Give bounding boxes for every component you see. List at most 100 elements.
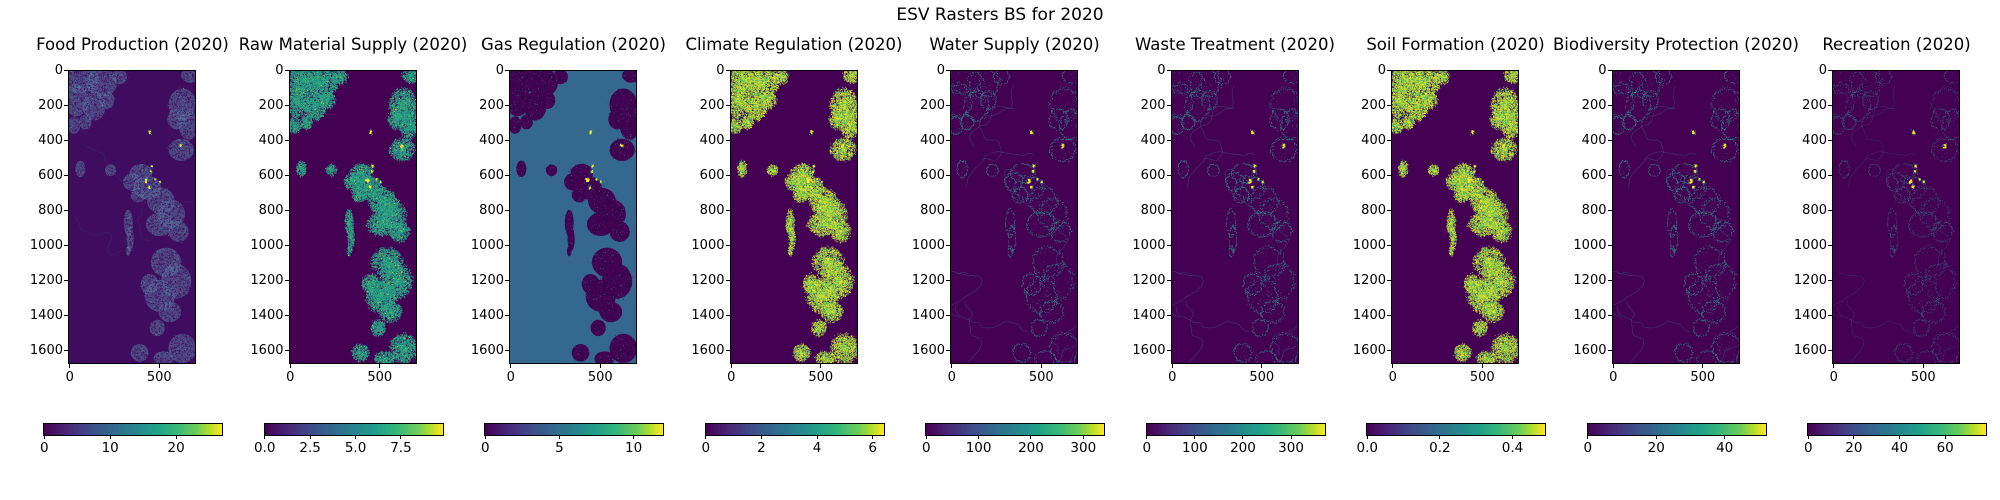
y-tick-mark — [505, 174, 510, 176]
colorbar-tick-label: 0.2 — [1429, 440, 1451, 456]
y-tick-label: 200 — [1581, 97, 1607, 113]
colorbar-tick-label: 0.4 — [1501, 440, 1524, 456]
y-tick-mark — [284, 174, 289, 176]
colorbar-tick-label: 7.5 — [390, 440, 412, 456]
y-tick-mark — [284, 244, 289, 246]
y-tick-label: 600 — [258, 167, 284, 183]
y-tick-label: 200 — [699, 97, 725, 113]
y-tick-label: 1200 — [470, 272, 504, 288]
y-tick-label: 1200 — [250, 272, 284, 288]
y-tick-mark — [1607, 314, 1612, 316]
x-tick-label: 500 — [1028, 370, 1054, 385]
y-tick-label: 1000 — [1352, 237, 1386, 253]
colorbar-tick-label: 10 — [101, 440, 119, 456]
subplot-title: Climate Regulation (2020) — [685, 35, 903, 54]
y-tick-label: 1600 — [470, 342, 504, 358]
y-tick-mark — [505, 349, 510, 351]
y-tick-label: 1400 — [691, 307, 725, 323]
raster-frame — [1391, 70, 1520, 364]
x-tick-mark — [820, 364, 822, 368]
colorbar-tick-label: 10 — [624, 440, 643, 456]
y-tick-label: 1400 — [250, 307, 284, 323]
x-tick-mark — [510, 364, 512, 368]
colorbar-tick-mark — [925, 436, 927, 439]
raster-image — [1612, 71, 1739, 363]
y-tick-mark — [946, 349, 951, 351]
colorbar-tick-mark — [872, 436, 874, 439]
y-tick-mark — [725, 279, 730, 281]
colorbar-tick-label: 200 — [1018, 440, 1044, 456]
y-tick-label: 400 — [1140, 132, 1166, 148]
y-tick-label: 600 — [479, 167, 504, 183]
y-tick-label: 0 — [1598, 63, 1607, 78]
y-tick-label: 0 — [54, 63, 63, 78]
colorbar-tick-mark — [1366, 436, 1368, 439]
y-tick-mark — [1166, 244, 1171, 246]
raster-image — [510, 71, 637, 363]
raster-frame — [1170, 70, 1299, 364]
colorbar-tick-mark — [1290, 436, 1292, 439]
colorbar-tick-label: 6 — [868, 440, 877, 456]
x-tick-mark — [1040, 364, 1042, 368]
y-tick-label: 1600 — [1132, 342, 1166, 358]
y-tick-mark — [1828, 104, 1833, 106]
subplot-title: Biodiversity Protection (2020) — [1552, 35, 1800, 54]
y-tick-label: 400 — [258, 132, 284, 148]
y-tick-mark — [1166, 70, 1171, 71]
y-tick-mark — [1387, 244, 1392, 246]
y-tick-mark — [725, 139, 730, 141]
y-tick-label: 600 — [38, 167, 63, 183]
colorbar-tick-mark — [1724, 436, 1726, 439]
y-tick-mark — [505, 70, 510, 71]
y-tick-label: 200 — [38, 97, 63, 113]
y-tick-label: 1000 — [250, 237, 284, 253]
y-tick-label: 200 — [479, 97, 504, 113]
colorbar-tick-label: 0 — [39, 440, 49, 456]
y-tick-mark — [284, 104, 289, 106]
y-tick-label: 800 — [1361, 202, 1386, 218]
y-tick-mark — [505, 139, 510, 141]
x-tick-mark — [289, 364, 291, 368]
raster-frame — [509, 70, 638, 364]
y-tick-label: 0 — [275, 63, 284, 78]
colorbar-tick-mark — [1655, 436, 1657, 439]
colorbar-tick-mark — [1082, 436, 1084, 439]
y-tick-mark — [946, 174, 951, 176]
y-tick-label: 400 — [1581, 132, 1607, 148]
colorbar-tick-mark — [760, 436, 762, 439]
x-tick-mark — [1481, 364, 1483, 368]
y-tick-mark — [1387, 70, 1392, 71]
y-tick-label: 1400 — [1793, 307, 1827, 323]
y-tick-mark — [64, 209, 69, 211]
colorbar — [925, 423, 1106, 436]
y-tick-label: 400 — [479, 132, 504, 148]
y-tick-mark — [284, 139, 289, 141]
colorbar-tick-mark — [1030, 436, 1032, 439]
y-tick-label: 1600 — [1573, 342, 1607, 358]
y-tick-mark — [1607, 279, 1612, 281]
y-tick-mark — [1828, 244, 1833, 246]
colorbar-tick-mark — [1194, 436, 1196, 439]
raster-image — [1833, 71, 1960, 363]
y-tick-mark — [1828, 139, 1833, 141]
y-tick-label: 600 — [1581, 167, 1607, 183]
y-tick-mark — [1828, 209, 1833, 211]
x-tick-mark — [1833, 364, 1835, 368]
y-tick-label: 1400 — [1573, 307, 1607, 323]
x-tick-mark — [1612, 364, 1614, 368]
y-tick-mark — [1828, 174, 1833, 176]
y-tick-mark — [284, 349, 289, 351]
y-tick-label: 200 — [258, 97, 284, 113]
y-tick-mark — [1607, 139, 1612, 141]
raster-frame — [950, 70, 1079, 364]
y-tick-label: 600 — [1361, 167, 1386, 183]
y-tick-mark — [946, 139, 951, 141]
x-tick-label: 0 — [1168, 370, 1177, 385]
y-tick-mark — [1828, 349, 1833, 351]
colorbar-tick-mark — [816, 436, 818, 439]
colorbar-tick-label: 2 — [757, 440, 766, 456]
y-tick-mark — [64, 104, 69, 106]
colorbar-tick-label: 20 — [167, 440, 185, 456]
y-tick-label: 0 — [495, 63, 504, 78]
